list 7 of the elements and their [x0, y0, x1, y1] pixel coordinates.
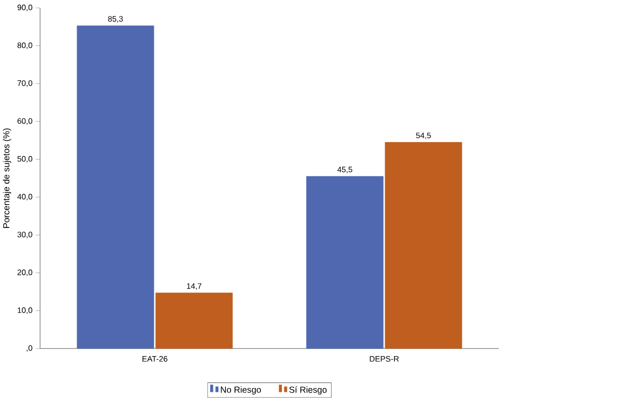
bar	[155, 292, 233, 349]
legend-label: No Riesgo	[220, 386, 261, 395]
bar	[384, 142, 462, 349]
legend-label: Sí Riesgo	[289, 386, 327, 395]
y-axis-title: Porcentaje de sujetos (%)	[2, 128, 12, 228]
bar	[76, 26, 154, 349]
bar	[306, 176, 384, 349]
